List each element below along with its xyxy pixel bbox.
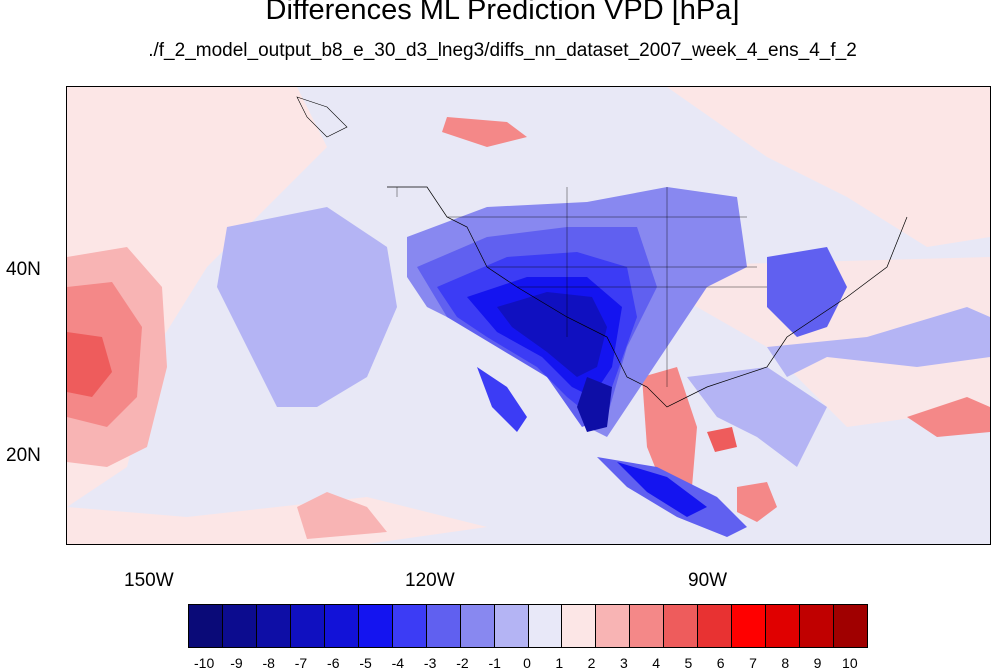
colorbar-tick-label: -8 [262, 655, 275, 671]
colorbar-cell [664, 605, 699, 647]
colorbar-cell [324, 605, 359, 647]
lon-label-120w: 120W [405, 570, 455, 591]
colorbar-tick-label: 2 [587, 655, 596, 671]
colorbar-cell [766, 605, 801, 647]
lon-label-150w: 150W [124, 570, 174, 591]
colorbar-tick-label: -1 [488, 655, 501, 671]
colorbar-cell [834, 605, 868, 647]
colorbar-cell [392, 605, 427, 647]
colorbar-cell [222, 605, 257, 647]
colorbar-tick-label: 3 [619, 655, 628, 671]
colorbar-tick-label: -10 [194, 655, 215, 671]
colorbar-tick-label: 6 [716, 655, 725, 671]
chart-subtitle: ./f_2_model_output_b8_e_30_d3_lneg3/diff… [148, 40, 857, 61]
colorbar-cell [800, 605, 835, 647]
colorbar-tick-label: -5 [359, 655, 372, 671]
difference-map [67, 87, 990, 544]
lon-label-90w: 90W [688, 570, 728, 591]
colorbar-cell [732, 605, 767, 647]
map-panel [66, 86, 991, 545]
colorbar-cell [290, 605, 325, 647]
colorbar-tick-label: 5 [684, 655, 693, 671]
colorbar-tick-label: -2 [456, 655, 469, 671]
colorbar-tick-label: -3 [423, 655, 437, 671]
colorbar-tick-label: 4 [652, 655, 661, 671]
chart-title: Differences ML Prediction VPD [hPa] [265, 0, 740, 26]
colorbar-tick-label: 10 [842, 655, 858, 671]
colorbar-cell [562, 605, 597, 647]
lat-label-40n: 40N [6, 259, 41, 280]
colorbar-cell [494, 605, 529, 647]
colorbar-tick-label: 0 [523, 655, 531, 671]
lat-label-20n: 20N [6, 445, 41, 466]
colorbar-tick-label: 9 [813, 655, 822, 671]
colorbar-tick-label: -6 [327, 655, 340, 671]
colorbar-tick-label: -9 [230, 655, 243, 671]
colorbar-cell [358, 605, 393, 647]
colorbar-cell [426, 605, 461, 647]
colorbar-tick-label: 7 [749, 655, 757, 671]
colorbar-tick-label: 1 [555, 655, 564, 671]
colorbar-tick-label: -4 [391, 655, 405, 671]
colorbar-cell [256, 605, 291, 647]
colorbar-cell [596, 605, 631, 647]
colorbar-cell [698, 605, 733, 647]
colorbar-tick-label: -7 [294, 655, 308, 671]
colorbar-cell [630, 605, 665, 647]
colorbar-cell [460, 605, 495, 647]
colorbar [188, 604, 868, 648]
colorbar-tick-label: 8 [781, 655, 790, 671]
colorbar-cell [528, 605, 563, 647]
colorbar-cell [189, 605, 223, 647]
